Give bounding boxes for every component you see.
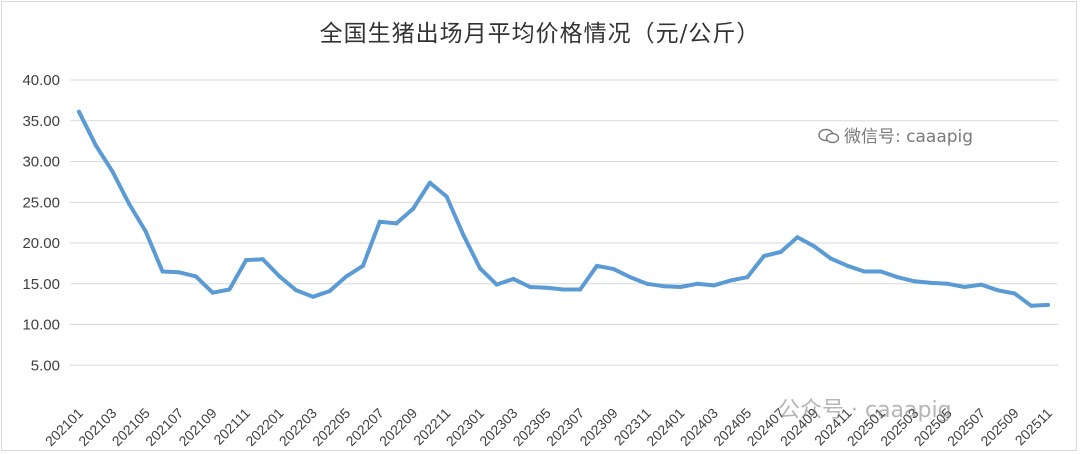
- data-point: [143, 229, 148, 234]
- data-point: [711, 283, 716, 288]
- data-point: [761, 254, 766, 259]
- data-point: [962, 285, 967, 290]
- data-point: [578, 287, 583, 292]
- data-point: [594, 263, 599, 268]
- data-point: [110, 169, 115, 174]
- data-point: [1029, 303, 1034, 308]
- wechat-icon: [818, 128, 840, 144]
- y-tick-label: 10.00: [22, 317, 60, 334]
- data-point: [260, 257, 265, 262]
- chart-title: 全国生猪出场月平均价格情况（元/公斤）: [319, 21, 761, 47]
- data-point: [177, 270, 182, 275]
- data-point: [912, 279, 917, 284]
- y-tick-label: 5.00: [31, 357, 60, 374]
- wechat-id-text: 微信号: caaapig: [844, 127, 974, 147]
- data-point: [427, 180, 432, 185]
- data-point: [394, 221, 399, 226]
- data-point: [227, 287, 232, 292]
- data-point: [160, 269, 165, 274]
- data-point: [193, 274, 198, 279]
- data-point: [361, 263, 366, 268]
- data-point: [812, 244, 817, 249]
- data-point: [895, 275, 900, 280]
- data-point: [444, 194, 449, 199]
- data-point: [561, 287, 566, 292]
- data-point: [795, 235, 800, 240]
- data-point: [127, 201, 132, 206]
- wechat-watermark: 微信号: caaapig: [818, 122, 973, 147]
- data-point: [862, 269, 867, 274]
- y-tick-label: 25.00: [22, 194, 60, 211]
- data-point: [294, 288, 299, 293]
- data-point: [628, 275, 633, 280]
- data-point: [979, 282, 984, 287]
- data-point: [645, 281, 650, 286]
- data-point: [678, 285, 683, 290]
- data-point: [845, 263, 850, 268]
- data-point: [1012, 291, 1017, 296]
- y-tick-label: 20.00: [22, 235, 60, 252]
- data-point: [695, 281, 700, 286]
- data-point: [945, 281, 950, 286]
- data-point: [878, 269, 883, 274]
- data-point: [461, 232, 466, 237]
- data-point: [728, 278, 733, 283]
- data-point: [377, 219, 382, 224]
- data-point: [1046, 302, 1050, 307]
- data-point: [611, 267, 616, 272]
- data-point: [277, 274, 282, 279]
- data-point: [828, 256, 833, 261]
- x-tick-label: 202209: [376, 405, 420, 449]
- data-point: [77, 109, 81, 114]
- x-tick-label: 202509: [977, 405, 1021, 449]
- data-point: [528, 285, 533, 290]
- data-point: [745, 275, 750, 280]
- data-point: [327, 289, 332, 294]
- data-point: [778, 249, 783, 254]
- y-tick-label: 15.00: [22, 276, 60, 293]
- x-tick-label: 202309: [576, 405, 620, 449]
- data-point: [661, 284, 666, 289]
- data-point: [511, 276, 516, 281]
- data-point: [93, 143, 98, 148]
- data-point: [411, 206, 416, 211]
- data-point: [310, 294, 315, 299]
- data-point: [210, 290, 215, 295]
- data-point: [929, 280, 934, 285]
- data-point: [244, 258, 249, 263]
- data-point: [995, 288, 1000, 293]
- data-point: [344, 274, 349, 279]
- data-point: [494, 282, 499, 287]
- y-tick-label: 35.00: [22, 113, 60, 130]
- data-point: [477, 266, 482, 271]
- y-tick-label: 30.00: [22, 154, 60, 171]
- data-point: [544, 285, 549, 290]
- public-account-watermark: 公众号 · caaapig: [778, 398, 952, 423]
- y-tick-label: 40.00: [22, 72, 60, 89]
- x-tick-label: 202109: [175, 405, 219, 449]
- x-tick-label: 202511: [1012, 405, 1056, 449]
